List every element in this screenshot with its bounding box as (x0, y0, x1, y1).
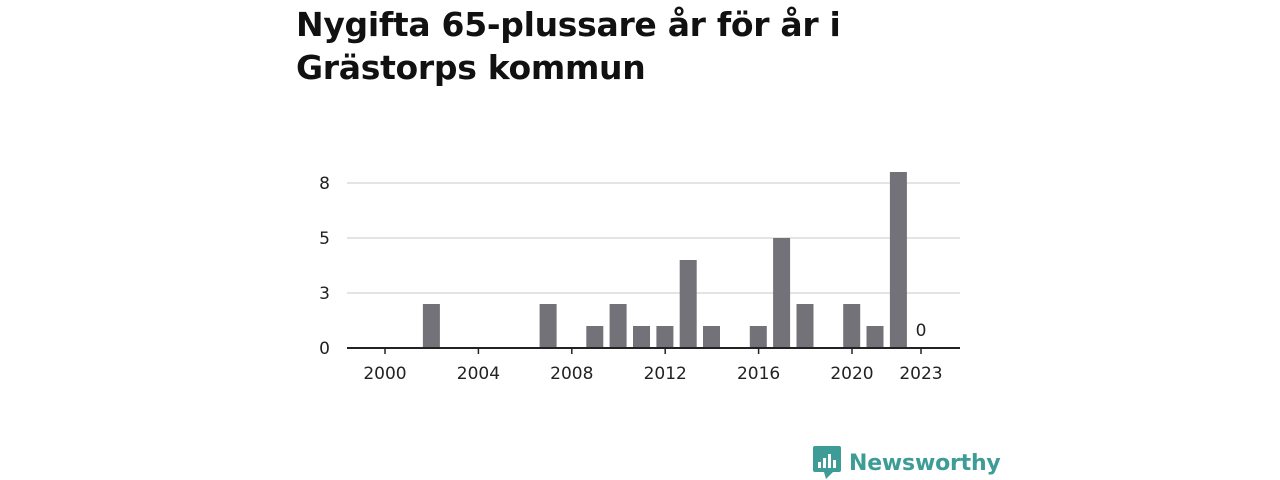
bar-2017 (796, 304, 814, 348)
y-tick-label: 8 (319, 174, 330, 194)
x-tick-label: 2020 (830, 364, 873, 384)
y-tick-label: 0 (319, 339, 330, 359)
bar-2008 (586, 326, 604, 348)
bar-2020 (866, 326, 884, 348)
bar-2012 (679, 260, 697, 348)
bar-2015 (749, 326, 767, 348)
grid-lines (347, 182, 960, 294)
bar-2006 (539, 304, 557, 348)
newsworthy-brand: Newsworthy (813, 446, 1001, 480)
x-tick-label: 2008 (550, 364, 593, 384)
axes (347, 347, 960, 354)
x-tick-label: 2000 (363, 364, 406, 384)
bar-2016 (773, 238, 791, 348)
y-tick-label: 5 (319, 229, 330, 249)
labels: 0 3 5 8 2000 2004 2008 2012 2016 2020 2023 0 (319, 174, 942, 384)
x-tick-label: 2004 (457, 364, 500, 384)
bar-2013 (703, 326, 720, 348)
newsworthy-logo-icon (813, 446, 841, 479)
y-tick-label: 3 (319, 284, 330, 304)
bar-2011 (656, 326, 674, 348)
x-tick-label: 2023 (899, 364, 942, 384)
x-tick-label: 2012 (644, 364, 687, 384)
bar-2019 (843, 304, 861, 348)
chart-title: Nygifta 65-plussare år för år i Grästorp… (296, 5, 841, 87)
brand-name: Newsworthy (849, 450, 1001, 476)
bar-2001 (422, 304, 440, 348)
bar-2021 (889, 172, 907, 348)
bar-2009 (609, 304, 627, 348)
bar-2010 (633, 326, 650, 348)
bars (422, 172, 907, 348)
data-label-2023: 0 (916, 321, 927, 341)
x-tick-label: 2016 (737, 364, 780, 384)
